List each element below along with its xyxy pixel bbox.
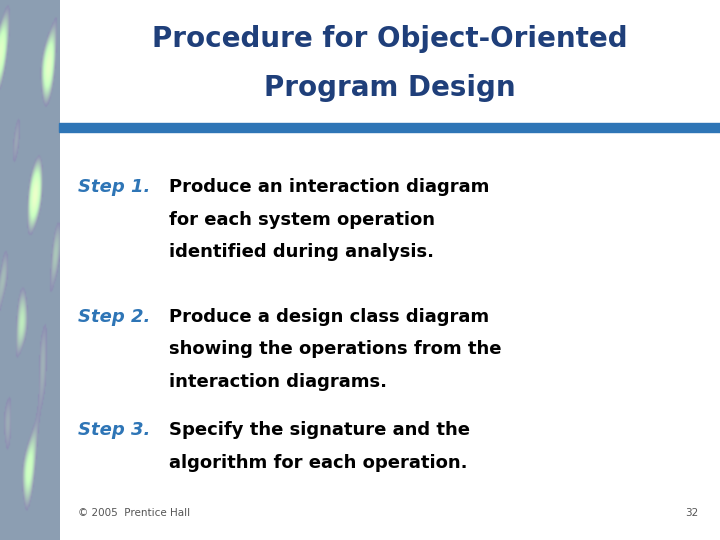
Text: Produce an interaction diagram: Produce an interaction diagram — [169, 178, 490, 196]
Text: Step 1.: Step 1. — [78, 178, 150, 196]
Text: Specify the signature and the: Specify the signature and the — [169, 421, 470, 439]
Text: for each system operation: for each system operation — [169, 211, 435, 228]
Text: algorithm for each operation.: algorithm for each operation. — [169, 454, 468, 471]
Text: © 2005  Prentice Hall: © 2005 Prentice Hall — [78, 508, 190, 518]
Text: 32: 32 — [685, 508, 698, 518]
Text: identified during analysis.: identified during analysis. — [169, 243, 434, 261]
Text: Produce a design class diagram: Produce a design class diagram — [169, 308, 490, 326]
Text: Procedure for Object-Oriented: Procedure for Object-Oriented — [152, 25, 627, 53]
Text: Program Design: Program Design — [264, 75, 516, 102]
Text: Step 2.: Step 2. — [78, 308, 150, 326]
Text: Step 3.: Step 3. — [78, 421, 150, 439]
Bar — [59, 123, 720, 132]
Text: interaction diagrams.: interaction diagrams. — [169, 373, 387, 390]
Text: showing the operations from the: showing the operations from the — [169, 340, 502, 358]
